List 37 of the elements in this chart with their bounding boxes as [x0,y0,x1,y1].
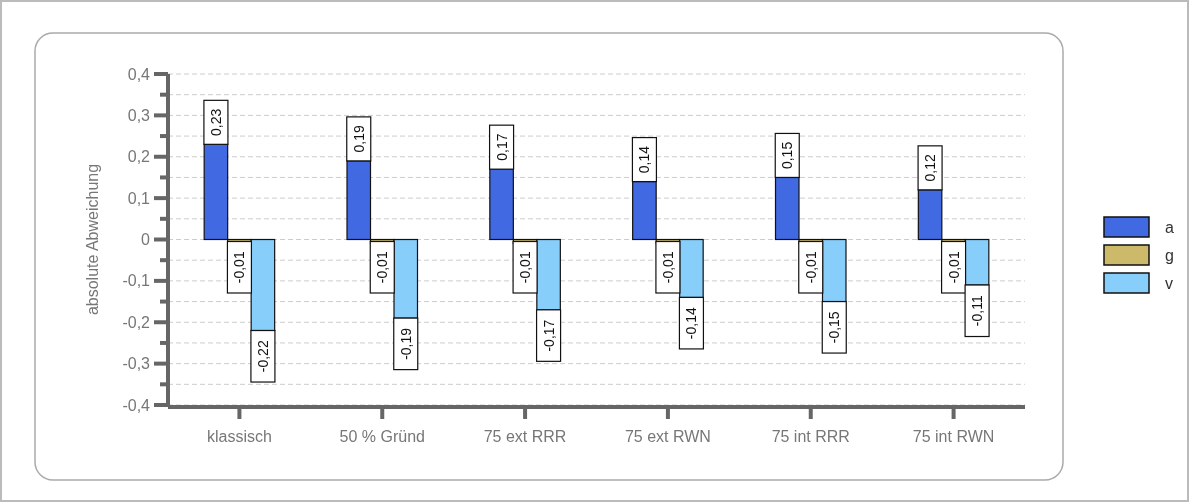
x-tick-label: 50 % Gründ [339,428,425,445]
x-tick-label: 75 ext RRR [483,428,567,445]
data-label: -0,01 [945,251,962,284]
data-label: -0,14 [683,307,700,340]
legend-label: v [1165,274,1173,292]
data-label: -0,11 [969,295,986,327]
data-label: 0,15 [779,141,796,170]
x-tick-label: klassisch [206,428,272,445]
data-label: 0,14 [636,145,653,174]
legend-label: a [1165,218,1174,236]
x-tick-label: 75 int RWN [912,428,995,445]
data-label: -0,01 [374,251,391,284]
data-label: -0,01 [659,251,676,284]
legend-label: g [1165,246,1174,264]
y-tick-label: -0,4 [122,396,151,414]
data-label: -0,01 [231,251,248,284]
y-tick-label: 0 [141,231,151,248]
data-label: 0,17 [493,133,510,161]
data-label: -0,22 [254,340,271,373]
y-tick-label: -0,2 [122,313,151,331]
data-label: -0,19 [397,327,414,360]
data-label: -0,01 [802,251,819,284]
y-tick-label: 0,2 [127,148,151,166]
data-label: 0,23 [207,108,224,136]
data-label: -0,01 [517,251,534,284]
data-label: 0,19 [350,125,367,153]
y-tick-label: -0,3 [122,355,151,373]
y-tick-label: 0,1 [127,189,151,207]
data-label: -0,15 [826,311,843,344]
y-tick-label: 0,3 [127,106,151,124]
y-tick-label: 0,4 [127,65,151,83]
data-label: -0,17 [540,319,557,352]
x-tick-label: 75 int RRR [771,428,850,445]
y-axis-title: absolute Abweichung [84,163,101,316]
y-tick-label: -0,1 [122,272,151,290]
x-tick-label: 75 ext RWN [624,428,711,445]
data-label: 0,12 [922,154,939,182]
